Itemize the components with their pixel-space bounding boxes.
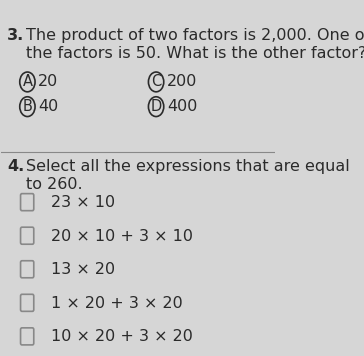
FancyBboxPatch shape <box>20 294 34 312</box>
Text: 4.: 4. <box>7 158 24 174</box>
Text: 20 × 10 + 3 × 10: 20 × 10 + 3 × 10 <box>51 229 193 244</box>
Text: Select all the expressions that are equal: Select all the expressions that are equa… <box>26 158 350 174</box>
FancyBboxPatch shape <box>20 194 34 211</box>
FancyBboxPatch shape <box>20 328 34 345</box>
Text: 40: 40 <box>38 99 59 114</box>
Text: The product of two factors is 2,000. One of: The product of two factors is 2,000. One… <box>26 28 364 43</box>
Text: 20: 20 <box>38 74 59 89</box>
Text: the factors is 50. What is the other factor?: the factors is 50. What is the other fac… <box>26 46 364 61</box>
Text: to 260.: to 260. <box>26 177 83 192</box>
FancyBboxPatch shape <box>20 261 34 278</box>
Text: C: C <box>151 74 161 89</box>
Text: 200: 200 <box>167 74 197 89</box>
Text: 13 × 20: 13 × 20 <box>51 262 115 277</box>
FancyBboxPatch shape <box>20 227 34 244</box>
Text: 3.: 3. <box>7 28 24 43</box>
Text: B: B <box>23 99 32 114</box>
Text: 1 × 20 + 3 × 20: 1 × 20 + 3 × 20 <box>51 296 182 311</box>
Text: A: A <box>23 74 32 89</box>
Text: 10 × 20 + 3 × 20: 10 × 20 + 3 × 20 <box>51 329 193 345</box>
Text: D: D <box>150 99 162 114</box>
Text: 23 × 10: 23 × 10 <box>51 195 115 210</box>
Text: 400: 400 <box>167 99 197 114</box>
